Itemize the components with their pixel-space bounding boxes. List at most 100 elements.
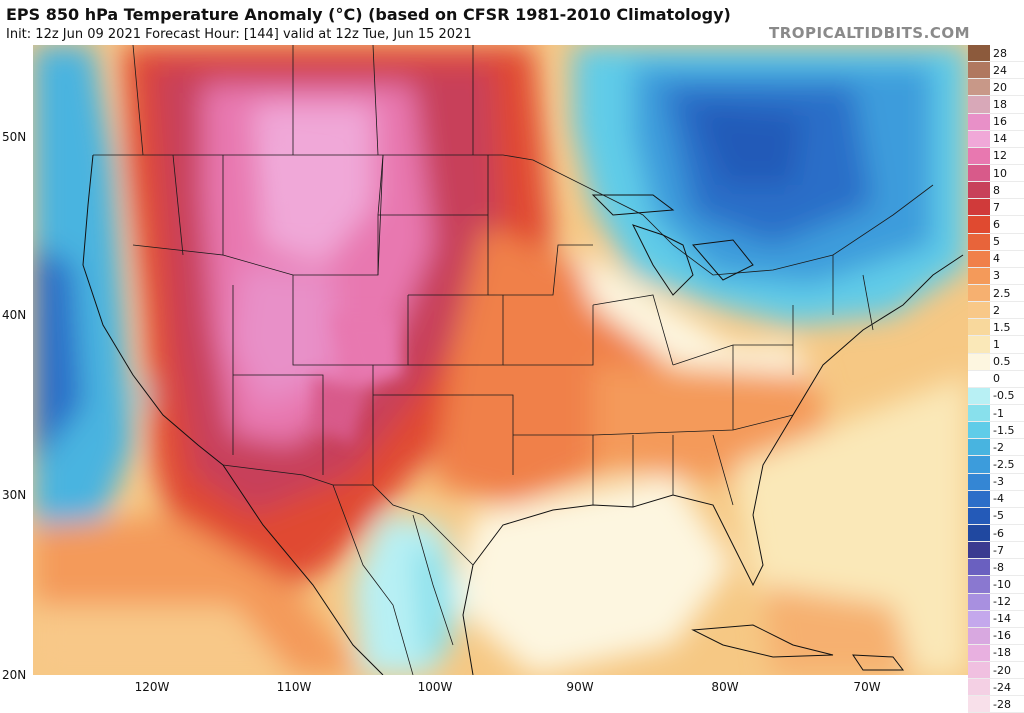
colorbar-label: -18 — [993, 646, 1011, 660]
colorbar-label: 12 — [993, 149, 1007, 163]
lon-label-70w: 70W — [853, 680, 881, 694]
colorbar-row: -5 — [968, 507, 1024, 525]
colorbar-swatch — [968, 662, 990, 679]
colorbar-row: -2.5 — [968, 456, 1024, 474]
colorbar-swatch — [968, 336, 990, 353]
colorbar-label: -14 — [993, 612, 1011, 626]
colorbar-swatch — [968, 45, 990, 62]
chart-subtitle: Init: 12z Jun 09 2021 Forecast Hour: [14… — [6, 27, 472, 42]
colorbar-label: -3 — [993, 475, 1004, 489]
colorbar-swatch — [968, 353, 990, 370]
colorbar-label: -2.5 — [993, 457, 1015, 471]
colorbar-row: -24 — [968, 679, 1024, 697]
colorbar-row: -18 — [968, 644, 1024, 663]
colorbar-label: 20 — [993, 80, 1007, 94]
colorbar-swatch — [968, 302, 990, 319]
colorbar-swatch — [968, 422, 990, 439]
colorbar-swatch — [968, 370, 990, 387]
lat-label-50n: 50N — [2, 130, 27, 144]
colorbar-row: 0.5 — [968, 353, 1024, 371]
colorbar-row: 12 — [968, 147, 1024, 165]
colorbar-swatch — [968, 250, 990, 267]
colorbar-swatch — [968, 559, 990, 576]
anomaly-map — [33, 45, 968, 675]
anomaly-map-svg — [33, 45, 968, 675]
lat-label-20n: 20N — [2, 668, 27, 682]
colorbar-row: 4 — [968, 250, 1024, 268]
colorbar-row: 3 — [968, 267, 1024, 285]
colorbar-label: -20 — [993, 663, 1011, 677]
colorbar-label: -1 — [993, 406, 1004, 420]
political-boundaries — [82, 45, 964, 675]
colorbar-swatch — [968, 627, 990, 644]
colorbar-swatch — [968, 62, 990, 79]
colorbar-swatch — [968, 267, 990, 284]
lat-label-30n: 30N — [2, 488, 27, 502]
colorbar-swatch — [968, 216, 990, 233]
colorbar-swatch — [968, 113, 990, 130]
colorbar-row: 20 — [968, 79, 1024, 97]
colorbar-label: -5 — [993, 509, 1004, 523]
colorbar-row: 2.5 — [968, 284, 1024, 303]
colorbar-swatch — [968, 593, 990, 610]
colorbar-row: -12 — [968, 593, 1024, 611]
colorbar-row: 5 — [968, 233, 1024, 251]
colorbar-row: 18 — [968, 96, 1024, 114]
colorbar: 28 24 20 18 16 14 12 10 8 7 6 5 4 3 2.5 2 1.5 1 0.5 0 -0.5 -1… — [968, 45, 1024, 713]
colorbar-label: -6 — [993, 526, 1004, 540]
colorbar-label: -16 — [993, 629, 1011, 643]
colorbar-label: 2 — [993, 303, 1000, 317]
colorbar-row: -1.5 — [968, 422, 1024, 440]
colorbar-row: -8 — [968, 559, 1024, 577]
colorbar-swatch — [968, 387, 990, 404]
colorbar-row: 10 — [968, 164, 1024, 183]
colorbar-swatch — [968, 524, 990, 542]
lon-label-90w: 90W — [566, 680, 594, 694]
colorbar-label: 28 — [993, 46, 1007, 60]
colorbar-row: 1.5 — [968, 319, 1024, 337]
colorbar-swatch — [968, 199, 990, 216]
colorbar-swatch — [968, 319, 990, 336]
colorbar-swatch — [968, 507, 990, 524]
colorbar-row: -0.5 — [968, 387, 1024, 405]
colorbar-swatch — [968, 284, 990, 302]
colorbar-row: 6 — [968, 216, 1024, 234]
colorbar-label: 1 — [993, 337, 1000, 351]
colorbar-row: -10 — [968, 576, 1024, 594]
chart-title: EPS 850 hPa Temperature Anomaly (°C) (ba… — [6, 5, 731, 24]
lon-label-110w: 110W — [276, 680, 312, 694]
colorbar-label: -8 — [993, 560, 1004, 574]
colorbar-label: -1.5 — [993, 423, 1015, 437]
colorbar-swatch — [968, 679, 990, 696]
colorbar-swatch — [968, 696, 990, 713]
lat-label-40n: 40N — [2, 308, 27, 322]
colorbar-row: -28 — [968, 696, 1024, 713]
colorbar-swatch — [968, 456, 990, 473]
colorbar-row: -20 — [968, 662, 1024, 680]
colorbar-label: -12 — [993, 595, 1011, 609]
colorbar-row: 8 — [968, 182, 1024, 200]
colorbar-swatch — [968, 490, 990, 507]
hot-core-shading — [273, 145, 403, 445]
colorbar-label: 24 — [993, 63, 1007, 77]
colorbar-row: 0 — [968, 370, 1024, 388]
colorbar-row: 7 — [968, 199, 1024, 217]
colorbar-row: 14 — [968, 130, 1024, 148]
colorbar-label: 14 — [993, 132, 1007, 146]
colorbar-row: 28 — [968, 45, 1024, 63]
colorbar-swatch — [968, 79, 990, 96]
colorbar-label: 6 — [993, 217, 1000, 231]
colorbar-swatch — [968, 233, 990, 250]
colorbar-label: 8 — [993, 183, 1000, 197]
lon-label-120w: 120W — [134, 680, 170, 694]
colorbar-label: 2.5 — [993, 286, 1011, 300]
colorbar-swatch — [968, 147, 990, 164]
colorbar-row: -1 — [968, 404, 1024, 423]
colorbar-row: 16 — [968, 113, 1024, 131]
colorbar-label: -28 — [993, 697, 1011, 711]
colorbar-label: -0.5 — [993, 389, 1015, 403]
colorbar-label: 4 — [993, 252, 1000, 266]
colorbar-row: 24 — [968, 62, 1024, 80]
colorbar-label: -24 — [993, 680, 1011, 694]
colorbar-row: -3 — [968, 473, 1024, 491]
